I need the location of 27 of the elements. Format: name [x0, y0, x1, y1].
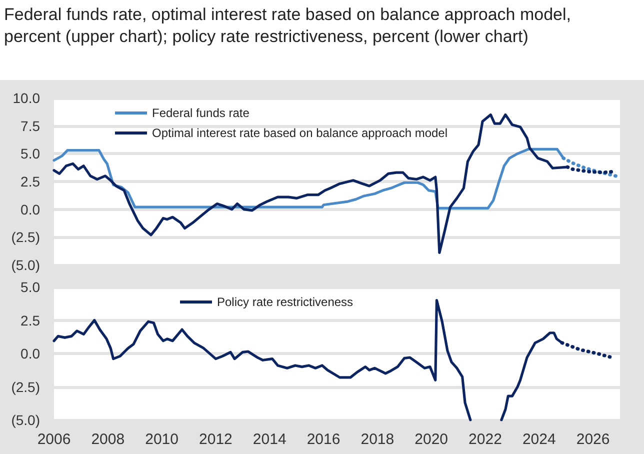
x-tick-label: 2008	[91, 431, 125, 448]
x-tick-label: 2018	[360, 431, 394, 448]
x-tick-label: 2012	[199, 431, 232, 448]
x-tick-label: 2010	[145, 431, 178, 448]
y-tick-label: 5.0	[20, 146, 40, 162]
y-tick-label: 2.5	[20, 174, 40, 190]
y-tick-label: 0.0	[20, 346, 40, 362]
x-tick-label: 2026	[576, 431, 610, 448]
legend-label: Federal funds rate	[152, 106, 250, 120]
y-tick-label: 0.0	[20, 201, 40, 218]
x-tick-label: 2016	[306, 431, 340, 448]
x-tick-label: 2024	[522, 431, 556, 448]
x-tick-label: 2006	[37, 431, 71, 448]
y-tick-label: (5.0)	[11, 412, 40, 428]
y-tick-label: (2.5)	[11, 229, 40, 246]
x-tick-label: 2020	[414, 431, 448, 448]
chart-title: Federal funds rate, optimal interest rate based on balance approach model, percent (upper chart); policy rate restrictiveness, percent (lower chart)	[4, 4, 572, 48]
legend-label: Policy rate restrictiveness	[217, 295, 354, 309]
y-tick-label: 10.0	[12, 90, 40, 106]
legend-label: Optimal interest rate based on balance approach model	[152, 126, 448, 140]
y-tick-label: (5.0)	[11, 257, 40, 273]
x-tick-label: 2022	[468, 431, 502, 448]
y-tick-label: (2.5)	[11, 378, 40, 395]
y-tick-label: 2.5	[20, 312, 40, 328]
y-tick-label: 5.0	[20, 279, 40, 295]
x-tick-label: 2014	[252, 431, 286, 448]
y-tick-label: 7.5	[20, 118, 40, 134]
